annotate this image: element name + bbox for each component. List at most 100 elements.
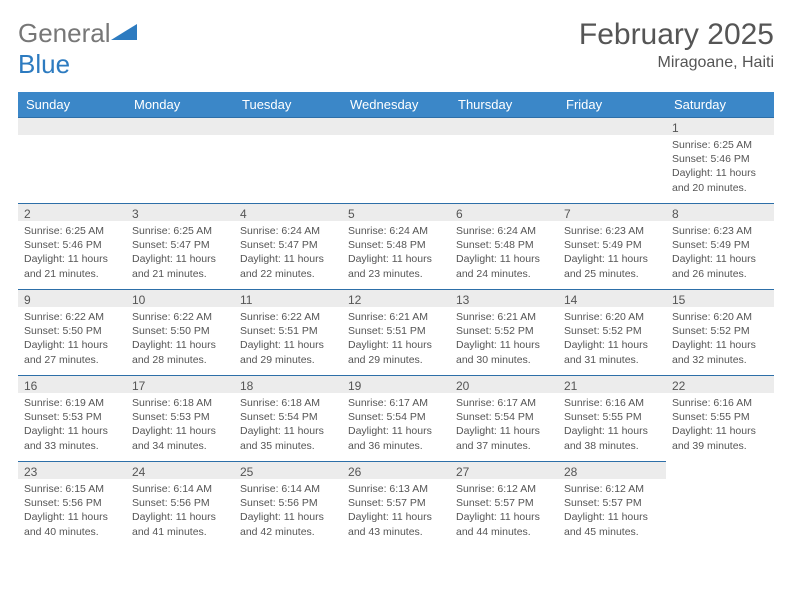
daylight-text: Daylight: 11 hours and 31 minutes. [564,338,660,366]
sunrise-text: Sunrise: 6:18 AM [132,396,228,410]
day-number: 22 [666,375,774,393]
weekday-header: Friday [558,92,666,117]
weekday-header: Wednesday [342,92,450,117]
calendar-cell: 25Sunrise: 6:14 AMSunset: 5:56 PMDayligh… [234,461,342,547]
daylight-text: Daylight: 11 hours and 23 minutes. [348,252,444,280]
weekday-header-row: Sunday Monday Tuesday Wednesday Thursday… [18,92,774,117]
sunrise-text: Sunrise: 6:23 AM [564,224,660,238]
calendar-page: General Blue February 2025 Miragoane, Ha… [0,0,792,547]
sunset-text: Sunset: 5:57 PM [456,496,552,510]
day-details: Sunrise: 6:12 AMSunset: 5:57 PMDaylight:… [558,479,666,543]
day-number: 16 [18,375,126,393]
weekday-header: Monday [126,92,234,117]
day-number: 7 [558,203,666,221]
sunrise-text: Sunrise: 6:22 AM [132,310,228,324]
day-number-bar-empty [18,117,126,135]
day-details: Sunrise: 6:19 AMSunset: 5:53 PMDaylight:… [18,393,126,457]
sunset-text: Sunset: 5:53 PM [132,410,228,424]
calendar-cell: 16Sunrise: 6:19 AMSunset: 5:53 PMDayligh… [18,375,126,461]
day-details: Sunrise: 6:14 AMSunset: 5:56 PMDaylight:… [234,479,342,543]
day-details: Sunrise: 6:18 AMSunset: 5:54 PMDaylight:… [234,393,342,457]
day-number: 26 [342,461,450,479]
weekday-header: Tuesday [234,92,342,117]
sunrise-text: Sunrise: 6:20 AM [564,310,660,324]
day-details: Sunrise: 6:23 AMSunset: 5:49 PMDaylight:… [558,221,666,285]
sunset-text: Sunset: 5:47 PM [132,238,228,252]
weekday-header: Saturday [666,92,774,117]
day-number-bar-empty [558,117,666,135]
day-number: 25 [234,461,342,479]
day-number: 3 [126,203,234,221]
calendar-cell: 2Sunrise: 6:25 AMSunset: 5:46 PMDaylight… [18,203,126,289]
day-number-bar-empty [126,117,234,135]
day-details: Sunrise: 6:15 AMSunset: 5:56 PMDaylight:… [18,479,126,543]
day-details: Sunrise: 6:12 AMSunset: 5:57 PMDaylight:… [450,479,558,543]
daylight-text: Daylight: 11 hours and 42 minutes. [240,510,336,538]
day-details: Sunrise: 6:22 AMSunset: 5:50 PMDaylight:… [18,307,126,371]
day-details: Sunrise: 6:20 AMSunset: 5:52 PMDaylight:… [666,307,774,371]
sunrise-text: Sunrise: 6:22 AM [24,310,120,324]
sunrise-text: Sunrise: 6:24 AM [240,224,336,238]
calendar-cell [126,117,234,203]
calendar-week-row: 16Sunrise: 6:19 AMSunset: 5:53 PMDayligh… [18,375,774,461]
calendar-week-row: 23Sunrise: 6:15 AMSunset: 5:56 PMDayligh… [18,461,774,547]
sunset-text: Sunset: 5:48 PM [456,238,552,252]
sunset-text: Sunset: 5:52 PM [456,324,552,338]
day-number: 18 [234,375,342,393]
month-title: February 2025 [579,18,774,52]
sunrise-text: Sunrise: 6:17 AM [456,396,552,410]
sunrise-text: Sunrise: 6:25 AM [672,138,768,152]
sunset-text: Sunset: 5:54 PM [240,410,336,424]
sunset-text: Sunset: 5:56 PM [132,496,228,510]
sunrise-text: Sunrise: 6:20 AM [672,310,768,324]
calendar-cell: 28Sunrise: 6:12 AMSunset: 5:57 PMDayligh… [558,461,666,547]
day-number: 24 [126,461,234,479]
daylight-text: Daylight: 11 hours and 38 minutes. [564,424,660,452]
daylight-text: Daylight: 11 hours and 36 minutes. [348,424,444,452]
sunrise-text: Sunrise: 6:13 AM [348,482,444,496]
day-details: Sunrise: 6:16 AMSunset: 5:55 PMDaylight:… [666,393,774,457]
day-details: Sunrise: 6:21 AMSunset: 5:51 PMDaylight:… [342,307,450,371]
calendar-cell: 7Sunrise: 6:23 AMSunset: 5:49 PMDaylight… [558,203,666,289]
calendar-cell: 10Sunrise: 6:22 AMSunset: 5:50 PMDayligh… [126,289,234,375]
calendar-cell: 14Sunrise: 6:20 AMSunset: 5:52 PMDayligh… [558,289,666,375]
day-number: 23 [18,461,126,479]
daylight-text: Daylight: 11 hours and 26 minutes. [672,252,768,280]
day-details: Sunrise: 6:25 AMSunset: 5:46 PMDaylight:… [18,221,126,285]
day-details: Sunrise: 6:25 AMSunset: 5:46 PMDaylight:… [666,135,774,199]
calendar-cell [666,461,774,547]
calendar-cell: 20Sunrise: 6:17 AMSunset: 5:54 PMDayligh… [450,375,558,461]
weekday-header: Thursday [450,92,558,117]
calendar-cell: 22Sunrise: 6:16 AMSunset: 5:55 PMDayligh… [666,375,774,461]
calendar-cell: 11Sunrise: 6:22 AMSunset: 5:51 PMDayligh… [234,289,342,375]
day-details: Sunrise: 6:13 AMSunset: 5:57 PMDaylight:… [342,479,450,543]
day-number: 15 [666,289,774,307]
calendar-cell: 1Sunrise: 6:25 AMSunset: 5:46 PMDaylight… [666,117,774,203]
day-number: 19 [342,375,450,393]
daylight-text: Daylight: 11 hours and 37 minutes. [456,424,552,452]
day-number: 8 [666,203,774,221]
day-number-bar-empty [234,117,342,135]
sunrise-text: Sunrise: 6:17 AM [348,396,444,410]
daylight-text: Daylight: 11 hours and 30 minutes. [456,338,552,366]
day-number: 5 [342,203,450,221]
daylight-text: Daylight: 11 hours and 29 minutes. [240,338,336,366]
day-details: Sunrise: 6:21 AMSunset: 5:52 PMDaylight:… [450,307,558,371]
day-number-bar-empty [450,117,558,135]
logo: General Blue [18,18,137,80]
sunset-text: Sunset: 5:50 PM [24,324,120,338]
daylight-text: Daylight: 11 hours and 41 minutes. [132,510,228,538]
day-number: 20 [450,375,558,393]
calendar-table: Sunday Monday Tuesday Wednesday Thursday… [18,92,774,547]
day-number: 17 [126,375,234,393]
day-number: 12 [342,289,450,307]
title-block: February 2025 Miragoane, Haiti [579,18,774,72]
sunset-text: Sunset: 5:55 PM [672,410,768,424]
daylight-text: Daylight: 11 hours and 33 minutes. [24,424,120,452]
calendar-cell: 12Sunrise: 6:21 AMSunset: 5:51 PMDayligh… [342,289,450,375]
sunrise-text: Sunrise: 6:23 AM [672,224,768,238]
sunset-text: Sunset: 5:46 PM [672,152,768,166]
day-number: 27 [450,461,558,479]
daylight-text: Daylight: 11 hours and 39 minutes. [672,424,768,452]
calendar-cell [234,117,342,203]
